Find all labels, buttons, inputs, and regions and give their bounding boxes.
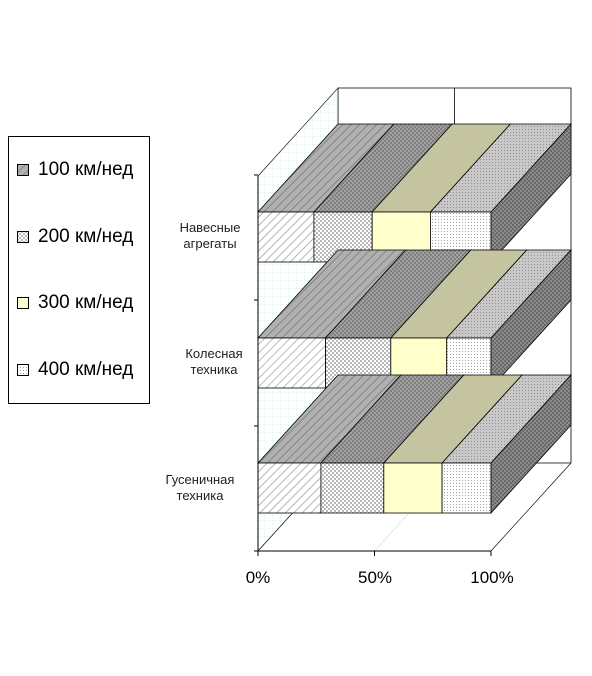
legend-label: 200 км/нед xyxy=(38,226,134,247)
legend-label: 400 км/нед xyxy=(38,359,134,380)
legend-swatch-400 xyxy=(17,364,29,376)
bar-side-face xyxy=(490,122,572,264)
bar-segment xyxy=(257,211,315,263)
bar-segment xyxy=(383,462,443,514)
legend-item: 200 км/нед xyxy=(17,226,133,248)
bar-segment xyxy=(320,462,385,514)
legend-swatch-200 xyxy=(17,231,29,243)
legend-swatch-300 xyxy=(17,297,29,309)
floor-edge xyxy=(490,462,572,552)
x-tick-label: 0% xyxy=(245,568,271,587)
x-tick-label: 50% xyxy=(357,568,393,587)
bar-side-face xyxy=(490,248,572,390)
category-label-line: техника xyxy=(176,488,224,503)
category-label: Навесные агрегаты xyxy=(160,220,260,252)
legend-item: 100 км/нед xyxy=(17,159,133,181)
category-label: Гусеничная техника xyxy=(150,472,250,504)
bar-segment xyxy=(441,462,492,514)
category-label: Колесная техника xyxy=(164,346,264,378)
legend-item: 400 км/нед xyxy=(17,359,133,381)
legend-swatch-100 xyxy=(17,164,29,176)
x-tick-label: 100% xyxy=(470,568,514,587)
legend: 100 км/нед 200 км/нед 300 км/нед 400 км/… xyxy=(8,136,150,404)
bar-side-face xyxy=(490,373,572,515)
category-label-line: Колесная xyxy=(185,346,243,361)
category-label-line: Гусеничная xyxy=(165,472,235,487)
chart-bars xyxy=(257,122,572,515)
chart-axes xyxy=(254,174,492,556)
legend-item: 300 км/нед xyxy=(17,292,133,314)
bar-segment xyxy=(257,337,326,389)
category-label-line: техника xyxy=(190,362,238,377)
legend-label: 100 км/нед xyxy=(38,159,134,180)
legend-label: 300 км/нед xyxy=(38,292,134,313)
bar-segment xyxy=(257,462,322,514)
category-label-line: агрегаты xyxy=(183,236,237,251)
category-label-line: Навесные xyxy=(179,220,241,235)
